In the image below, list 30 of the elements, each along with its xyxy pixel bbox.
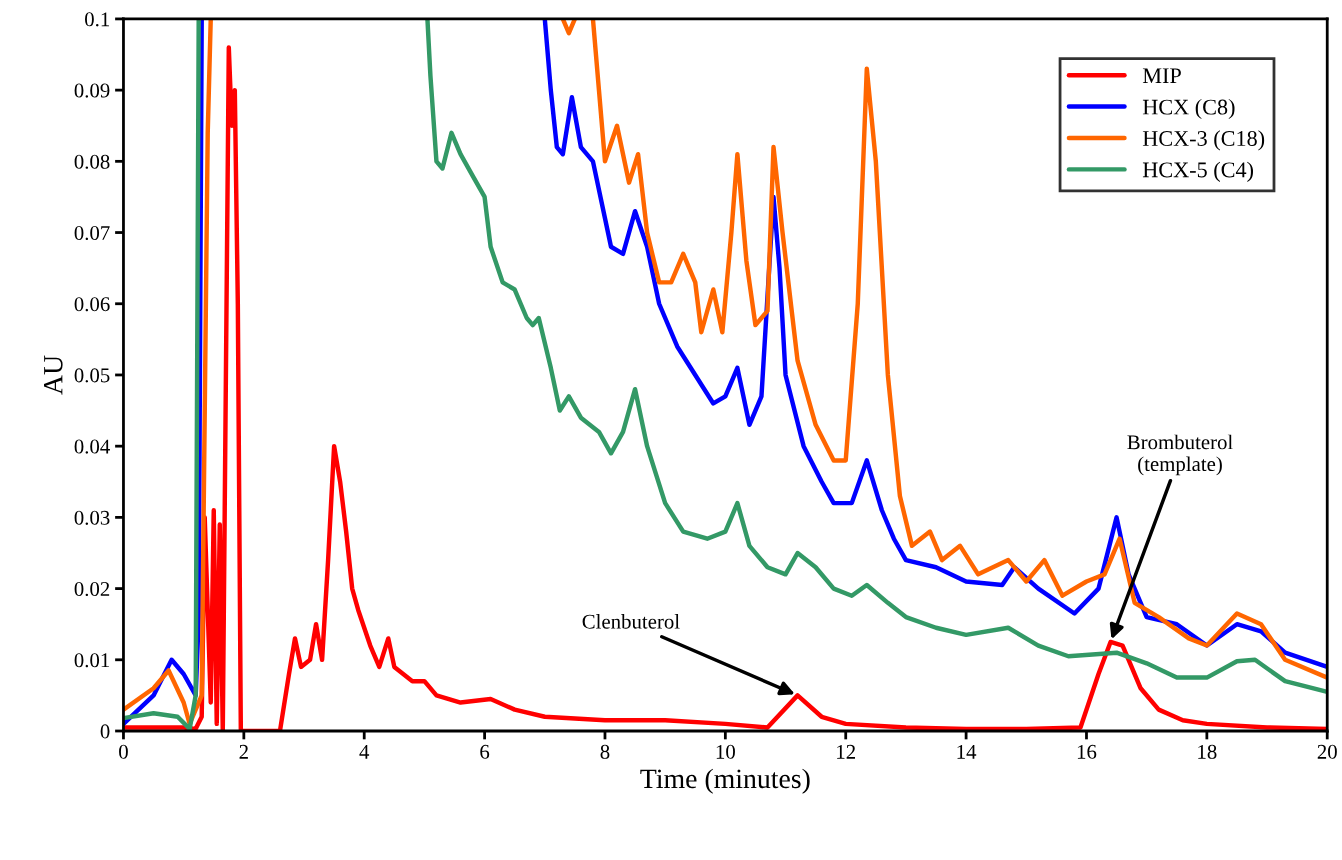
y-tick-label: 0.03 xyxy=(74,510,110,525)
x-axis-title: Time (minutes) xyxy=(640,768,810,794)
legend-label: MIP xyxy=(1142,68,1181,83)
y-tick-label: 0.01 xyxy=(74,653,110,668)
legend-label: HCX (C8) xyxy=(1142,98,1235,120)
y-tick-label: 0 xyxy=(100,724,110,739)
annotation: Clenbuterol xyxy=(582,614,680,629)
legend-label: HCX-5 (C4) xyxy=(1142,161,1254,182)
y-tick-label: 0.07 xyxy=(74,225,110,241)
x-tick-label: 18 xyxy=(1198,744,1217,759)
x-tick-label: 10 xyxy=(716,744,735,759)
y-tick-label: 0.02 xyxy=(74,581,110,597)
y-tick-label: 0.08 xyxy=(74,154,110,169)
y-tick-label: 0.05 xyxy=(74,368,110,383)
x-tick-label: 8 xyxy=(600,744,610,759)
x-tick-label: 4 xyxy=(359,744,370,759)
x-tick-label: 6 xyxy=(480,744,490,759)
y-tick-label: 0.06 xyxy=(74,297,110,312)
y-tick-label: 0.09 xyxy=(74,83,110,98)
y-tick-label: 0.1 xyxy=(85,12,110,27)
x-tick-label: 12 xyxy=(837,744,855,759)
annotation: Brombuterol (template) xyxy=(1127,434,1233,476)
x-tick-label: 20 xyxy=(1317,744,1337,759)
x-tick-label: 0 xyxy=(119,744,128,759)
x-tick-label: 16 xyxy=(1077,744,1097,759)
legend-label: HCX-3 (C18) xyxy=(1142,130,1265,151)
x-tick-label: 14 xyxy=(957,744,977,759)
y-tick-label: 0.04 xyxy=(74,439,110,454)
x-tick-label: 2 xyxy=(239,744,248,759)
y-axis-title: AU xyxy=(44,355,63,395)
